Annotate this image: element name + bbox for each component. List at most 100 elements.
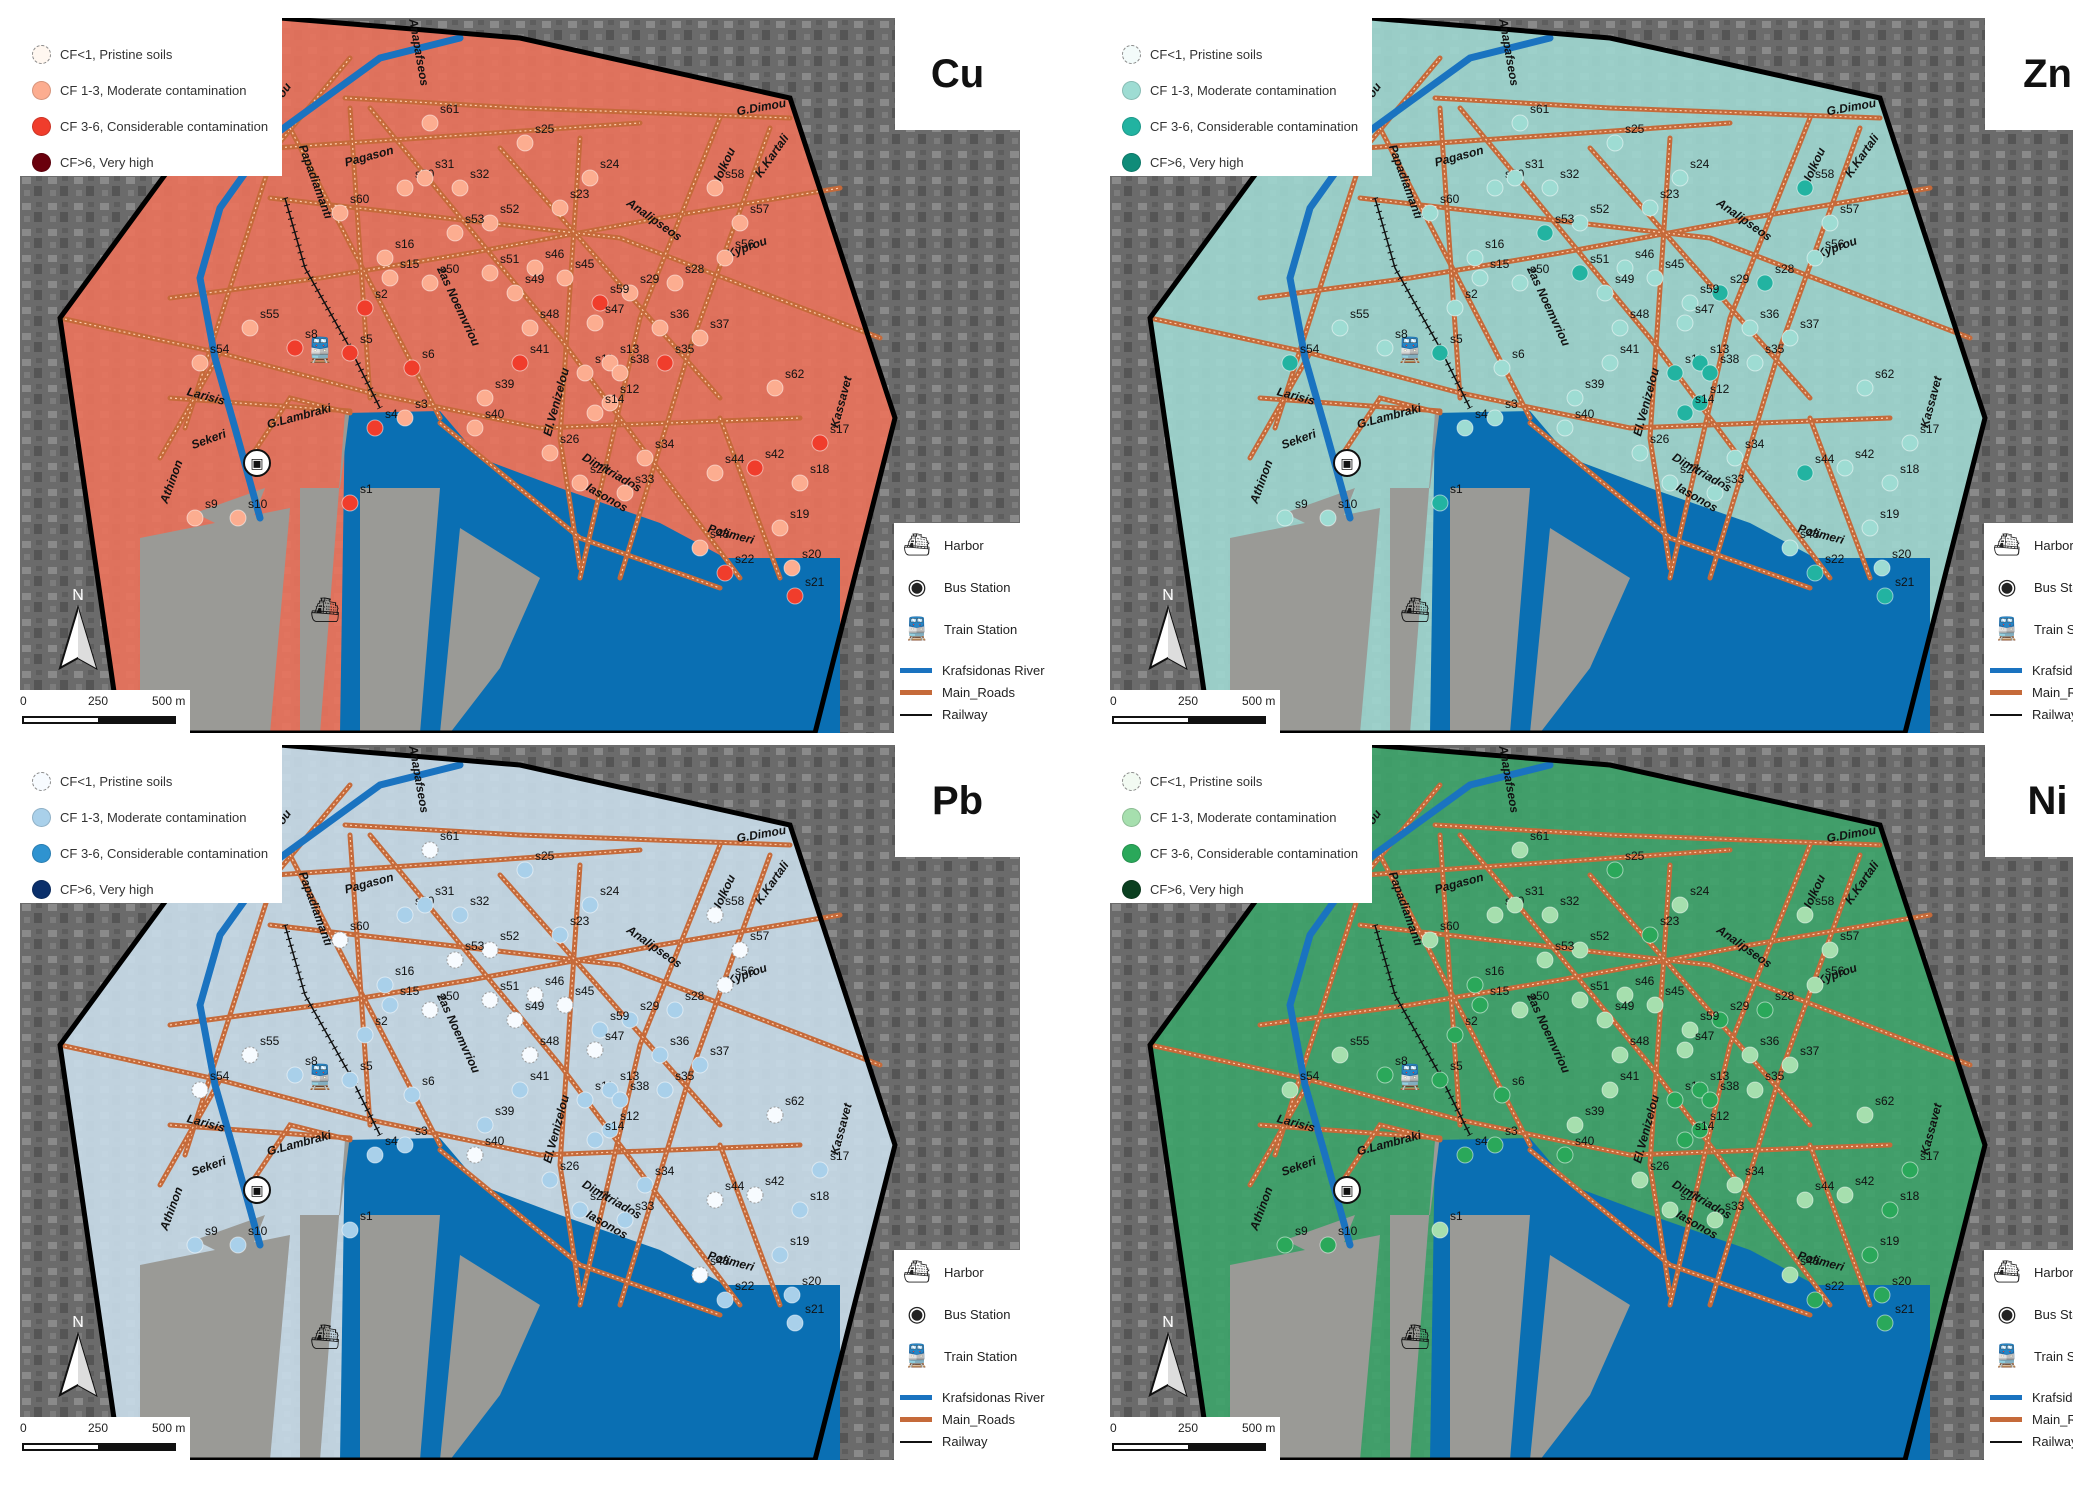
legend-item-railway: Railway	[1990, 1434, 2073, 1449]
cf-legend-item: CF 3-6, Considerable contamination	[1122, 116, 1358, 136]
pier	[1390, 408, 1440, 733]
sample-label: s32	[470, 894, 490, 908]
river-line-swatch	[900, 668, 932, 673]
sample-point-s34	[1726, 1176, 1744, 1194]
sample-point-s34	[636, 1176, 654, 1194]
cu-map-panel: ZarouPapadiamantiPagasonAnapafseos2as No…	[20, 18, 1054, 733]
sample-point-s21	[786, 587, 804, 605]
legend-label: Main_Roads	[942, 685, 1015, 700]
sample-point-s45	[1646, 269, 1664, 287]
legend-item-bus-station: ◉ Bus Station	[900, 573, 1010, 601]
sample-point-s43	[1781, 1266, 1799, 1284]
sample-label: s16	[1485, 237, 1505, 251]
sample-point-s28	[666, 1001, 684, 1019]
sample-label: s33	[635, 472, 655, 486]
sample-label: s37	[1800, 317, 1820, 331]
sample-label: s27	[590, 1189, 610, 1203]
sample-point-s62	[1856, 1106, 1874, 1124]
scale-segment	[1112, 1443, 1190, 1451]
sample-label: s52	[1590, 929, 1610, 943]
sample-label: s54	[1300, 342, 1320, 356]
sample-label: s15	[400, 984, 420, 998]
sample-point-s60	[1421, 204, 1439, 222]
sample-label: s16	[1485, 964, 1505, 978]
sample-label: s38	[630, 1079, 650, 1093]
sample-point-s26	[1631, 444, 1649, 462]
sample-point-s35	[1746, 1081, 1764, 1099]
pier	[1285, 488, 1355, 538]
cf-swatch	[32, 116, 51, 136]
sample-label: s40	[485, 1134, 505, 1148]
sample-label: s29	[640, 272, 660, 286]
sample-label: s6	[1512, 1074, 1525, 1088]
sample-point-s53	[1536, 951, 1554, 969]
sample-label: s33	[1725, 472, 1745, 486]
bus-station-icon: ▣	[243, 1176, 271, 1204]
element-title: Ni	[1985, 745, 2073, 857]
sample-label: s56	[735, 964, 755, 978]
sample-point-s33	[616, 484, 634, 502]
sample-point-s43	[1781, 539, 1799, 557]
train-station-icon: 🚆	[1993, 1343, 2021, 1368]
pier	[1450, 488, 1530, 733]
sample-point-s6	[403, 1086, 421, 1104]
legend-label: Main_Roads	[942, 1412, 1015, 1427]
svg-text:▣: ▣	[1340, 455, 1353, 471]
pier	[195, 1215, 265, 1265]
legend-item-river: Krafsidonas River	[1990, 663, 2073, 678]
railway-line-swatch	[1990, 713, 2022, 716]
legend-label: Bus Station	[2034, 579, 2073, 595]
sample-point-s18	[791, 1201, 809, 1219]
legend-item-river: Krafsidonas River	[900, 663, 1045, 678]
map-legend: ⛴ Harbor ◉ Bus Station 🚆 Train Station Krafsid…	[894, 1250, 1054, 1460]
sample-point-s59	[1681, 1021, 1699, 1039]
legend-label: Train Station	[944, 621, 1018, 637]
sample-point-s17	[811, 1161, 829, 1179]
sample-point-s46	[1616, 259, 1634, 277]
sample-point-s58	[706, 179, 724, 197]
svg-text:▣: ▣	[250, 455, 263, 471]
sample-point-s30	[1486, 906, 1504, 924]
sample-point-s1	[1431, 1221, 1449, 1239]
sample-label: s26	[560, 432, 580, 446]
sample-point-s25	[516, 134, 534, 152]
sample-label: s24	[600, 884, 620, 898]
sample-point-s53	[446, 224, 464, 242]
sample-point-s60	[331, 204, 349, 222]
sample-point-s39	[476, 389, 494, 407]
sample-point-s14	[586, 1131, 604, 1149]
sample-label: s17	[830, 1149, 850, 1163]
sample-label: s24	[1690, 157, 1710, 171]
cf-legend-label: CF 1-3, Moderate contamination	[60, 82, 247, 98]
railway-line	[1374, 924, 1471, 1136]
sample-label: s5	[360, 332, 373, 346]
sample-label: s17	[830, 422, 850, 436]
sample-label: s39	[495, 1104, 515, 1118]
sample-label: s9	[205, 497, 218, 511]
sample-point-s3	[396, 1136, 414, 1154]
sample-point-s19	[771, 1246, 789, 1264]
sample-point-s61	[1511, 841, 1529, 859]
sample-label: s41	[530, 342, 550, 356]
sample-label: s36	[670, 1034, 690, 1048]
pier	[1450, 1215, 1530, 1460]
sample-label: s4	[1475, 1134, 1488, 1148]
sample-label: s27	[590, 462, 610, 476]
sample-label: s54	[210, 342, 230, 356]
sample-point-s29	[1711, 1011, 1729, 1029]
roads-line-swatch	[1990, 690, 2022, 695]
sample-label: s60	[1440, 192, 1460, 206]
sample-label: s62	[1875, 1094, 1895, 1108]
main-road	[1457, 832, 1833, 1308]
sample-label: s8	[305, 1054, 318, 1068]
scale-segment	[22, 1443, 100, 1451]
sample-label: s33	[635, 1199, 655, 1213]
scale-label: 0	[20, 694, 27, 708]
sample-label: s44	[1815, 1179, 1835, 1193]
cf-legend-label: CF<1, Pristine soils	[1150, 773, 1263, 789]
pier	[1530, 528, 1630, 733]
study-area-boundary	[57, 18, 898, 733]
cf-swatch	[1122, 44, 1141, 64]
railway-line-swatch	[900, 1440, 932, 1443]
cf-swatch	[1122, 771, 1141, 791]
